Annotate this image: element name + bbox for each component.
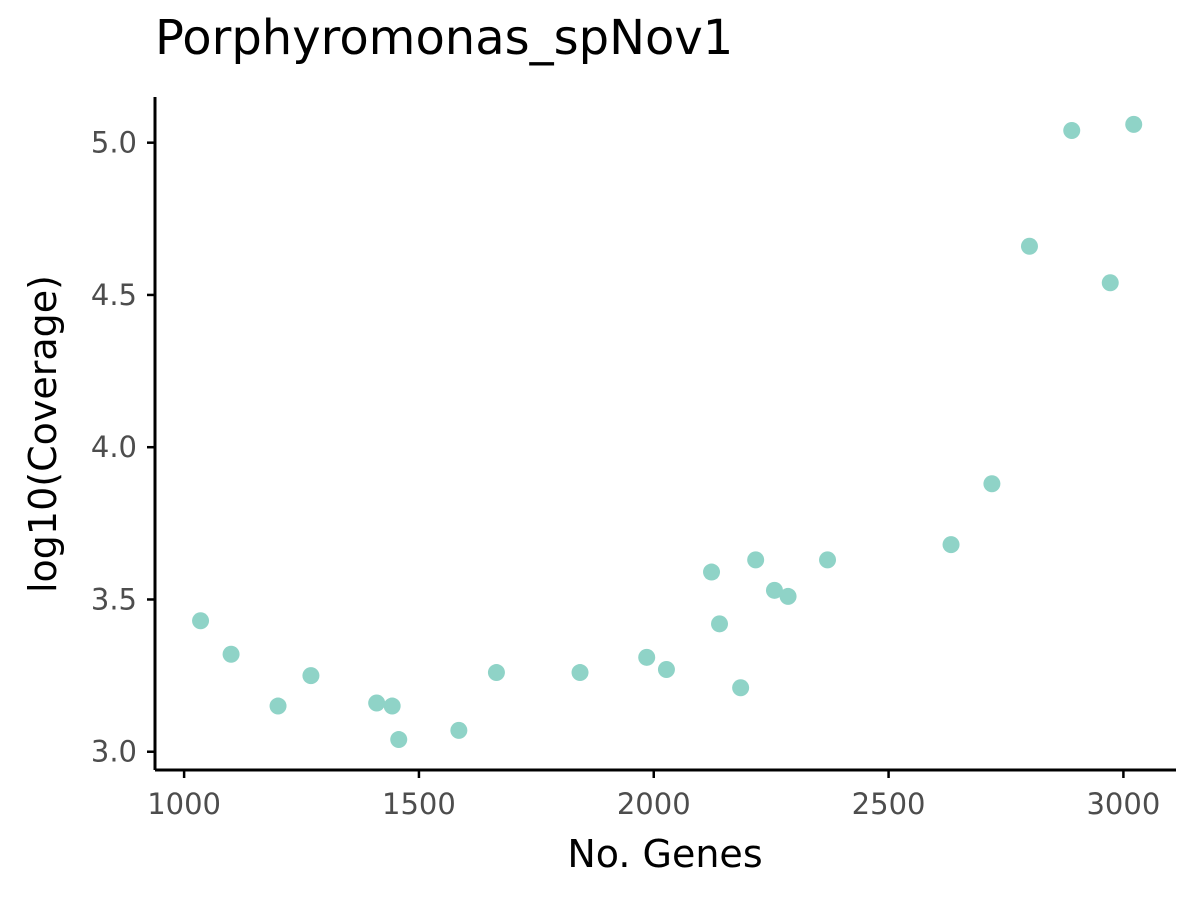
data-point-14 xyxy=(711,615,729,633)
x-tick-label: 2500 xyxy=(852,787,926,821)
data-point-21 xyxy=(983,475,1001,493)
data-point-3 xyxy=(269,697,287,715)
y-axis-title: log10(Coverage) xyxy=(21,275,65,593)
data-point-23 xyxy=(1063,121,1081,139)
data-point-24 xyxy=(1101,274,1119,292)
data-point-9 xyxy=(487,664,505,682)
data-point-16 xyxy=(747,551,765,569)
data-point-8 xyxy=(450,721,468,739)
x-ticks: 1000 1500 2000 2500 3000 xyxy=(147,770,1160,821)
y-tick-label: 5.0 xyxy=(91,126,137,160)
x-tick-label: 1500 xyxy=(382,787,456,821)
data-point-13 xyxy=(703,563,721,581)
data-point-17 xyxy=(765,581,783,599)
points-layer xyxy=(192,115,1143,749)
data-point-2 xyxy=(222,645,240,663)
chart-title: Porphyromonas_spNov1 xyxy=(155,10,734,66)
data-point-19 xyxy=(819,551,837,569)
y-tick-label: 4.0 xyxy=(91,430,137,464)
x-tick-label: 2000 xyxy=(617,787,691,821)
x-axis-title: No. Genes xyxy=(567,832,762,876)
data-point-6 xyxy=(383,697,401,715)
y-ticks: 3.0 3.5 4.0 4.5 5.0 xyxy=(91,126,155,769)
x-tick-label: 3000 xyxy=(1086,787,1160,821)
y-tick-label: 3.0 xyxy=(91,735,137,769)
data-point-15 xyxy=(732,679,750,697)
data-point-12 xyxy=(657,661,675,679)
y-tick-label: 3.5 xyxy=(91,582,137,616)
y-tick-label: 4.5 xyxy=(91,278,137,312)
data-point-1 xyxy=(192,612,210,630)
data-point-18 xyxy=(779,587,797,605)
data-point-20 xyxy=(942,536,960,554)
data-point-5 xyxy=(368,694,386,712)
data-point-10 xyxy=(571,664,589,682)
data-point-4 xyxy=(302,667,320,685)
data-point-11 xyxy=(638,648,656,666)
data-point-22 xyxy=(1020,237,1038,255)
data-point-7 xyxy=(390,731,408,749)
x-tick-label: 1000 xyxy=(147,787,221,821)
data-point-25 xyxy=(1125,115,1143,133)
